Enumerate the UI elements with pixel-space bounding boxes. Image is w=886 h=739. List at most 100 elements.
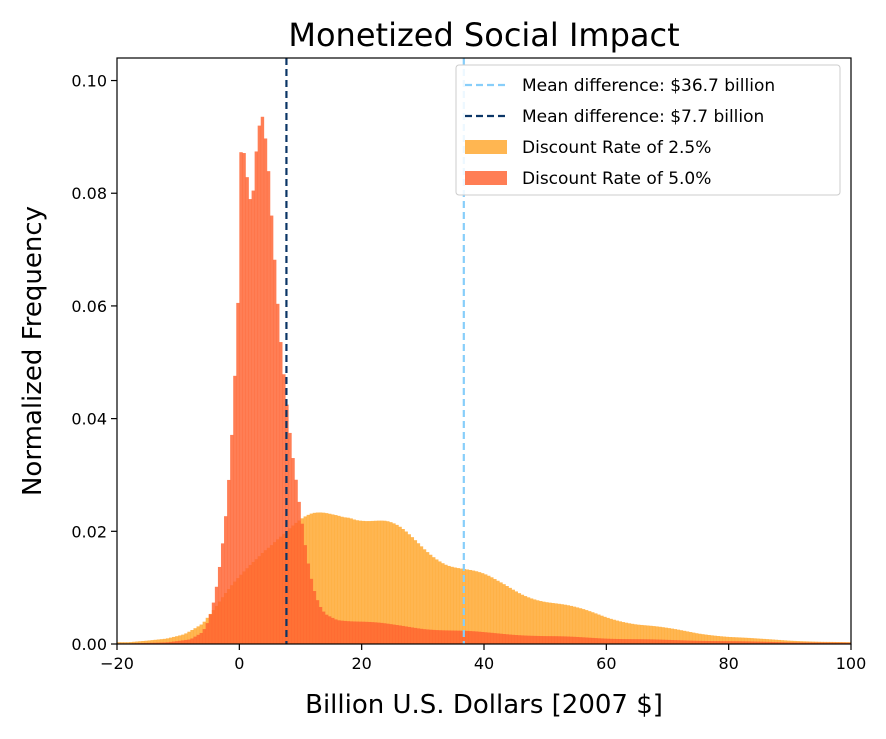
histogram-bar <box>535 600 540 644</box>
histogram-bar <box>658 626 662 644</box>
histogram-bar <box>670 628 674 644</box>
histogram-bar <box>799 642 803 644</box>
histogram-bar <box>707 641 711 644</box>
histogram-bar <box>627 639 632 644</box>
histogram-bar <box>474 571 479 644</box>
histogram-bar <box>175 636 179 644</box>
histogram-bar <box>373 520 378 644</box>
histogram-bar <box>563 636 567 644</box>
histogram-bar <box>667 639 671 644</box>
histogram-bar <box>355 520 359 644</box>
histogram-bar <box>774 639 778 644</box>
histogram-bar <box>569 605 574 644</box>
histogram-bar <box>832 642 837 644</box>
histogram-bar <box>621 622 626 644</box>
histogram-bar <box>499 582 503 644</box>
histogram-bar <box>175 641 179 644</box>
legend-label-mean-7: Mean difference: $7.7 billion <box>522 107 764 127</box>
histogram-bar <box>465 630 470 644</box>
histogram-bar <box>156 639 161 644</box>
histogram-bar <box>783 640 788 644</box>
histogram-bar <box>502 634 506 644</box>
histogram-bar <box>129 642 133 644</box>
histogram-bar <box>578 608 583 644</box>
histogram-bar <box>591 637 595 644</box>
histogram-bar <box>202 629 207 644</box>
histogram-bar <box>279 342 283 644</box>
histogram-bar <box>364 521 369 644</box>
histogram-bar <box>410 537 415 644</box>
histogram-bar <box>554 636 558 644</box>
histogram-bar <box>312 591 317 644</box>
histogram-bar <box>505 586 509 644</box>
histogram-bar <box>710 641 714 644</box>
histogram-bar <box>435 630 439 644</box>
histogram-bar <box>655 626 659 644</box>
histogram-bar <box>737 637 742 644</box>
histogram-bar <box>740 641 745 644</box>
histogram-bar <box>407 626 411 644</box>
x-tick-label: 80 <box>718 654 738 673</box>
histogram-bar <box>682 630 687 644</box>
histogram-bar <box>444 564 448 644</box>
histogram-bar <box>652 626 656 644</box>
histogram-bar <box>441 630 445 644</box>
histogram-bar <box>539 601 543 644</box>
histogram-bar <box>753 641 757 644</box>
histogram-bar <box>554 603 558 644</box>
histogram-bar <box>670 640 674 644</box>
histogram-bar <box>673 640 678 644</box>
histogram-bar <box>713 641 717 644</box>
histogram-bar <box>820 642 824 644</box>
histogram-bar <box>346 621 350 644</box>
histogram-bar <box>535 635 540 644</box>
x-tick-label: 40 <box>474 654 494 673</box>
histogram-bar <box>551 636 555 644</box>
y-tick-label: 0.08 <box>71 184 107 203</box>
histogram-bar <box>254 151 259 644</box>
histogram-bar <box>230 434 234 644</box>
histogram-bar <box>612 638 616 644</box>
x-axis-ticks: −20 0 20 40 60 80 100 <box>100 644 866 673</box>
x-tick-label: 60 <box>596 654 616 673</box>
histogram-bar <box>159 642 164 644</box>
histogram-bar <box>578 637 583 644</box>
histogram-bar <box>419 546 424 644</box>
histogram-bar <box>349 518 353 644</box>
histogram-bar <box>178 640 182 644</box>
histogram-bar <box>172 641 176 644</box>
histogram-bar <box>117 642 121 644</box>
histogram-bar <box>395 524 399 644</box>
histogram-bar <box>802 642 806 644</box>
histogram-bar <box>331 514 335 644</box>
histogram-bar <box>413 627 418 644</box>
histogram-bar <box>392 523 396 644</box>
histogram-bar <box>376 622 381 644</box>
histogram-bar <box>367 521 372 644</box>
histogram-bar <box>759 641 763 644</box>
histogram-bar <box>502 584 506 644</box>
histogram-bar <box>664 627 668 644</box>
histogram-bar <box>343 620 347 644</box>
histogram-bar <box>756 641 760 644</box>
histogram-bar <box>120 642 124 644</box>
histogram-bar <box>639 624 644 644</box>
histogram-bar <box>603 638 607 644</box>
histogram-bar <box>438 561 442 644</box>
histogram-bar <box>747 637 751 644</box>
histogram-bar <box>416 628 421 644</box>
histogram-bar <box>771 639 775 644</box>
histogram-bar <box>453 567 457 644</box>
histogram-bar <box>777 639 782 644</box>
legend-label-rate-5-0: Discount Rate of 5.0% <box>522 169 711 189</box>
histogram-bar <box>306 563 311 644</box>
histogram-bar <box>220 543 225 644</box>
histogram-bar <box>572 636 577 644</box>
histogram-bar <box>722 641 726 644</box>
histogram-bar <box>132 641 136 644</box>
histogram-bar <box>361 621 366 644</box>
histogram-bar <box>328 513 332 644</box>
histogram-bar <box>566 636 570 644</box>
histogram-bar <box>624 622 629 644</box>
histogram-bar <box>750 641 754 644</box>
